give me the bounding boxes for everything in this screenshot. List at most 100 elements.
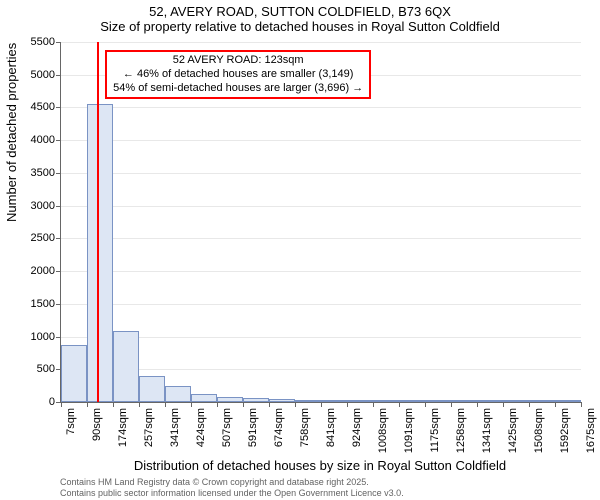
histogram-bar <box>347 400 373 402</box>
y-tick-label: 500 <box>5 363 55 375</box>
x-tick-mark <box>373 402 374 407</box>
gridline <box>61 42 581 43</box>
histogram-bar <box>503 400 529 402</box>
y-tick-mark <box>56 42 61 43</box>
histogram-bar <box>165 386 191 402</box>
x-tick-label: 1091sqm <box>403 408 415 453</box>
y-tick-label: 5000 <box>5 69 55 81</box>
histogram-bar <box>295 400 321 402</box>
x-tick-label: 257sqm <box>143 408 155 447</box>
x-tick-mark <box>113 402 114 407</box>
x-tick-mark <box>425 402 426 407</box>
y-tick-mark <box>56 337 61 338</box>
title-sub: Size of property relative to detached ho… <box>0 19 600 34</box>
x-tick-mark <box>555 402 556 407</box>
y-tick-mark <box>56 304 61 305</box>
x-tick-mark <box>529 402 530 407</box>
x-tick-mark <box>451 402 452 407</box>
x-tick-mark <box>269 402 270 407</box>
x-tick-label: 1508sqm <box>533 408 545 453</box>
histogram-bar <box>269 399 295 402</box>
x-tick-label: 591sqm <box>247 408 259 447</box>
footer: Contains HM Land Registry data © Crown c… <box>60 477 580 498</box>
histogram-bar <box>555 400 581 402</box>
y-tick-mark <box>56 271 61 272</box>
title-main: 52, AVERY ROAD, SUTTON COLDFIELD, B73 6Q… <box>0 4 600 19</box>
x-tick-label: 7sqm <box>65 408 77 435</box>
x-tick-label: 90sqm <box>91 408 103 441</box>
x-tick-label: 924sqm <box>351 408 363 447</box>
property-marker-line <box>97 42 99 402</box>
x-tick-label: 341sqm <box>169 408 181 447</box>
y-tick-label: 4000 <box>5 134 55 146</box>
x-tick-mark <box>581 402 582 407</box>
y-tick-mark <box>56 173 61 174</box>
x-tick-label: 758sqm <box>299 408 311 447</box>
x-tick-mark <box>399 402 400 407</box>
annotation-line3: 54% of semi-detached houses are larger (… <box>113 82 363 96</box>
histogram-bar <box>321 400 347 402</box>
gridline <box>61 173 581 174</box>
y-tick-mark <box>56 140 61 141</box>
y-tick-mark <box>56 75 61 76</box>
x-tick-label: 841sqm <box>325 408 337 447</box>
x-tick-mark <box>217 402 218 407</box>
y-tick-label: 1000 <box>5 331 55 343</box>
y-tick-label: 4500 <box>5 101 55 113</box>
gridline <box>61 206 581 207</box>
histogram-bar <box>477 400 503 402</box>
y-tick-label: 2000 <box>5 265 55 277</box>
histogram-bar <box>451 400 477 402</box>
x-tick-mark <box>61 402 62 407</box>
plot-area: 0500100015002000250030003500400045005000… <box>60 42 580 402</box>
histogram-bar <box>529 400 555 402</box>
x-tick-label: 174sqm <box>117 408 129 447</box>
histogram-bar <box>113 331 139 402</box>
histogram-bar <box>243 398 269 402</box>
x-tick-mark <box>477 402 478 407</box>
x-tick-mark <box>295 402 296 407</box>
chart-container: 52, AVERY ROAD, SUTTON COLDFIELD, B73 6Q… <box>0 0 600 500</box>
histogram-bar <box>61 345 87 402</box>
y-tick-mark <box>56 206 61 207</box>
gridline <box>61 271 581 272</box>
histogram-bar <box>87 104 113 402</box>
footer-line1: Contains HM Land Registry data © Crown c… <box>60 477 580 487</box>
annotation-box: 52 AVERY ROAD: 123sqm← 46% of detached h… <box>105 50 371 99</box>
histogram-bar <box>191 394 217 402</box>
gridline <box>61 140 581 141</box>
gridline <box>61 304 581 305</box>
x-tick-label: 1008sqm <box>377 408 389 453</box>
x-tick-mark <box>139 402 140 407</box>
x-tick-mark <box>191 402 192 407</box>
x-tick-mark <box>347 402 348 407</box>
x-tick-mark <box>87 402 88 407</box>
x-tick-label: 1341sqm <box>481 408 493 453</box>
x-tick-label: 1175sqm <box>429 408 441 452</box>
x-tick-mark <box>321 402 322 407</box>
x-tick-label: 507sqm <box>221 408 233 447</box>
y-tick-label: 2500 <box>5 232 55 244</box>
gridline <box>61 107 581 108</box>
x-tick-label: 1258sqm <box>455 408 467 453</box>
x-tick-mark <box>165 402 166 407</box>
y-tick-label: 3000 <box>5 200 55 212</box>
y-tick-label: 1500 <box>5 298 55 310</box>
x-tick-label: 1675sqm <box>585 408 597 453</box>
histogram-bar <box>139 376 165 402</box>
x-tick-mark <box>243 402 244 407</box>
annotation-line2: ← 46% of detached houses are smaller (3,… <box>113 68 363 82</box>
x-tick-label: 1425sqm <box>507 408 519 453</box>
x-tick-label: 1592sqm <box>559 408 571 453</box>
x-tick-label: 674sqm <box>273 408 285 447</box>
footer-line2: Contains public sector information licen… <box>60 488 580 498</box>
y-tick-label: 5500 <box>5 36 55 48</box>
x-tick-label: 424sqm <box>195 408 207 447</box>
y-tick-label: 3500 <box>5 167 55 179</box>
histogram-bar <box>373 400 399 402</box>
x-axis-label: Distribution of detached houses by size … <box>60 458 580 473</box>
plot-inner: 0500100015002000250030003500400045005000… <box>60 42 581 403</box>
histogram-bar <box>217 397 243 402</box>
x-tick-mark <box>503 402 504 407</box>
y-tick-label: 0 <box>5 396 55 408</box>
